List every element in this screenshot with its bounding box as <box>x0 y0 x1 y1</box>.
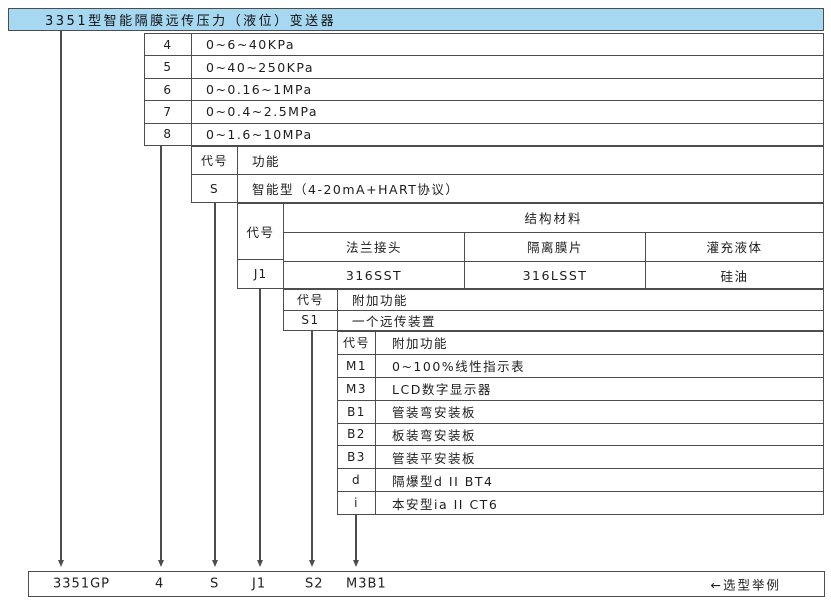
table-row: 8 0~1.6~10MPa <box>145 122 823 146</box>
table-header-row: 代号 附加功能 <box>284 290 823 310</box>
diaphragm-value: 316LSST <box>465 262 646 288</box>
table-row: B1 管装弯安装板 <box>338 399 823 423</box>
addon-table-1: 代号 附加功能 S1 一个远传装置 <box>283 289 824 331</box>
example-code: S2 <box>305 576 324 592</box>
table-row: B3 管装平安装板 <box>338 445 823 469</box>
material-group-header: 结构材料 <box>284 204 823 233</box>
addon-code: M3 <box>338 377 376 400</box>
range-table: 4 0~6~40KPa 5 0~40~250KPa 6 0~0.16~1MPa … <box>144 33 824 146</box>
addon-header: 附加功能 <box>352 293 409 309</box>
table-row: M3 LCD数字显示器 <box>338 376 823 400</box>
addon-value: 隔爆型d II BT4 <box>392 473 494 489</box>
range-value: 0~40~250KPa <box>206 59 314 75</box>
column-header-flange: 法兰接头 <box>284 232 465 261</box>
addon-code: M1 <box>338 354 376 377</box>
addon-code: B2 <box>338 423 376 446</box>
addon-value: 一个远传装置 <box>352 313 437 329</box>
flange-value: 316SST <box>284 262 465 288</box>
function-table: 代号 功能 S 智能型（4-20mA+HART协议） <box>191 146 824 203</box>
range-code: 7 <box>145 101 192 123</box>
range-code: 8 <box>145 123 192 146</box>
material-code: J1 <box>238 259 283 288</box>
range-value: 0~0.4~2.5MPa <box>206 104 319 120</box>
column-header-diaphragm: 隔离膜片 <box>465 232 646 261</box>
table-row: 316SST 316LSST 硅油 <box>284 261 823 288</box>
table-header-row: 代号 附加功能 <box>338 332 823 354</box>
table-row: M1 0~100%线性指示表 <box>338 353 823 377</box>
addon-table-2: 代号 附加功能 M1 0~100%线性指示表 M3 LCD数字显示器 B1 管装… <box>337 331 824 515</box>
table-header-row: 代号 功能 <box>192 147 823 174</box>
down-arrow-icon <box>308 560 315 567</box>
addon-value: 管装弯安装板 <box>392 405 477 421</box>
range-value: 0~1.6~10MPa <box>206 126 313 142</box>
down-arrow-icon <box>256 560 263 567</box>
table-row: i 本安型ia II CT6 <box>338 491 823 514</box>
example-code: 4 <box>155 576 165 592</box>
addon-code: B1 <box>338 400 376 423</box>
range-code: 4 <box>145 34 192 56</box>
function-value: 智能型（4-20mA+HART协议） <box>252 182 460 197</box>
table-row: 6 0~0.16~1MPa <box>145 77 823 101</box>
code-header: 代号 <box>246 225 275 240</box>
code-header: 代号 <box>284 290 338 310</box>
connector-line-range <box>160 146 162 560</box>
addon-code: S1 <box>284 310 338 330</box>
addon-code: i <box>338 492 376 514</box>
down-arrow-icon <box>57 560 64 567</box>
addon-value: 管装平安装板 <box>392 450 477 466</box>
connector-line-model <box>60 31 62 560</box>
title-bar: 3351型智能隔膜远传压力（液位）变送器 <box>8 8 824 31</box>
range-code: 6 <box>145 78 192 101</box>
code-header: 代号 <box>338 332 376 354</box>
connector-line-addon2 <box>355 515 357 560</box>
table-row: 7 0~0.4~2.5MPa <box>145 100 823 123</box>
addon-code: B3 <box>338 446 376 469</box>
material-table: 代号 J1 结构材料 法兰接头 隔离膜片 灌充液体 316SST 316LSST… <box>237 203 824 289</box>
table-header-row: 法兰接头 隔离膜片 灌充液体 <box>284 232 823 261</box>
table-row: 5 0~40~250KPa <box>145 55 823 78</box>
connector-line-function <box>214 203 216 560</box>
example-code: J1 <box>252 576 267 592</box>
down-arrow-icon <box>211 560 218 567</box>
addon-value: 本安型ia II CT6 <box>392 496 499 512</box>
table-row: 4 0~6~40KPa <box>145 34 823 56</box>
table-row: d 隔爆型d II BT4 <box>338 468 823 492</box>
down-arrow-icon <box>157 560 164 567</box>
code-header: 代号 <box>192 147 238 174</box>
addon-header: 附加功能 <box>392 336 449 352</box>
material-columns: 结构材料 法兰接头 隔离膜片 灌充液体 316SST 316LSST 硅油 <box>284 204 823 288</box>
connector-line-addon1 <box>311 331 313 560</box>
table-row: S1 一个远传装置 <box>284 309 823 330</box>
addon-code: d <box>338 469 376 492</box>
range-code: 5 <box>145 56 192 78</box>
range-value: 0~0.16~1MPa <box>206 82 313 98</box>
addon-value: 板装弯安装板 <box>392 427 477 443</box>
table-row: S 智能型（4-20mA+HART协议） <box>192 174 823 202</box>
example-code: S <box>210 576 220 592</box>
function-code: S <box>192 175 238 202</box>
down-arrow-icon <box>352 560 359 567</box>
example-code: M3B1 <box>346 576 387 592</box>
addon-value: 0~100%线性指示表 <box>392 359 526 375</box>
function-header: 功能 <box>252 154 281 169</box>
page-title: 3351型智能隔膜远传压力（液位）变送器 <box>45 14 337 29</box>
fill-value: 硅油 <box>720 268 749 284</box>
column-header-fill: 灌充液体 <box>706 240 763 256</box>
example-model: 3351GP <box>53 576 110 592</box>
material-code-column: 代号 J1 <box>238 204 284 288</box>
range-value: 0~6~40KPa <box>206 37 296 53</box>
selection-example-box: 3351GP 4 S J1 S2 M3B1 ←选型举例 <box>28 571 825 597</box>
connector-line-material <box>259 289 261 560</box>
table-row: B2 板装弯安装板 <box>338 422 823 446</box>
example-note: ←选型举例 <box>710 577 781 593</box>
addon-value: LCD数字显示器 <box>392 382 492 398</box>
